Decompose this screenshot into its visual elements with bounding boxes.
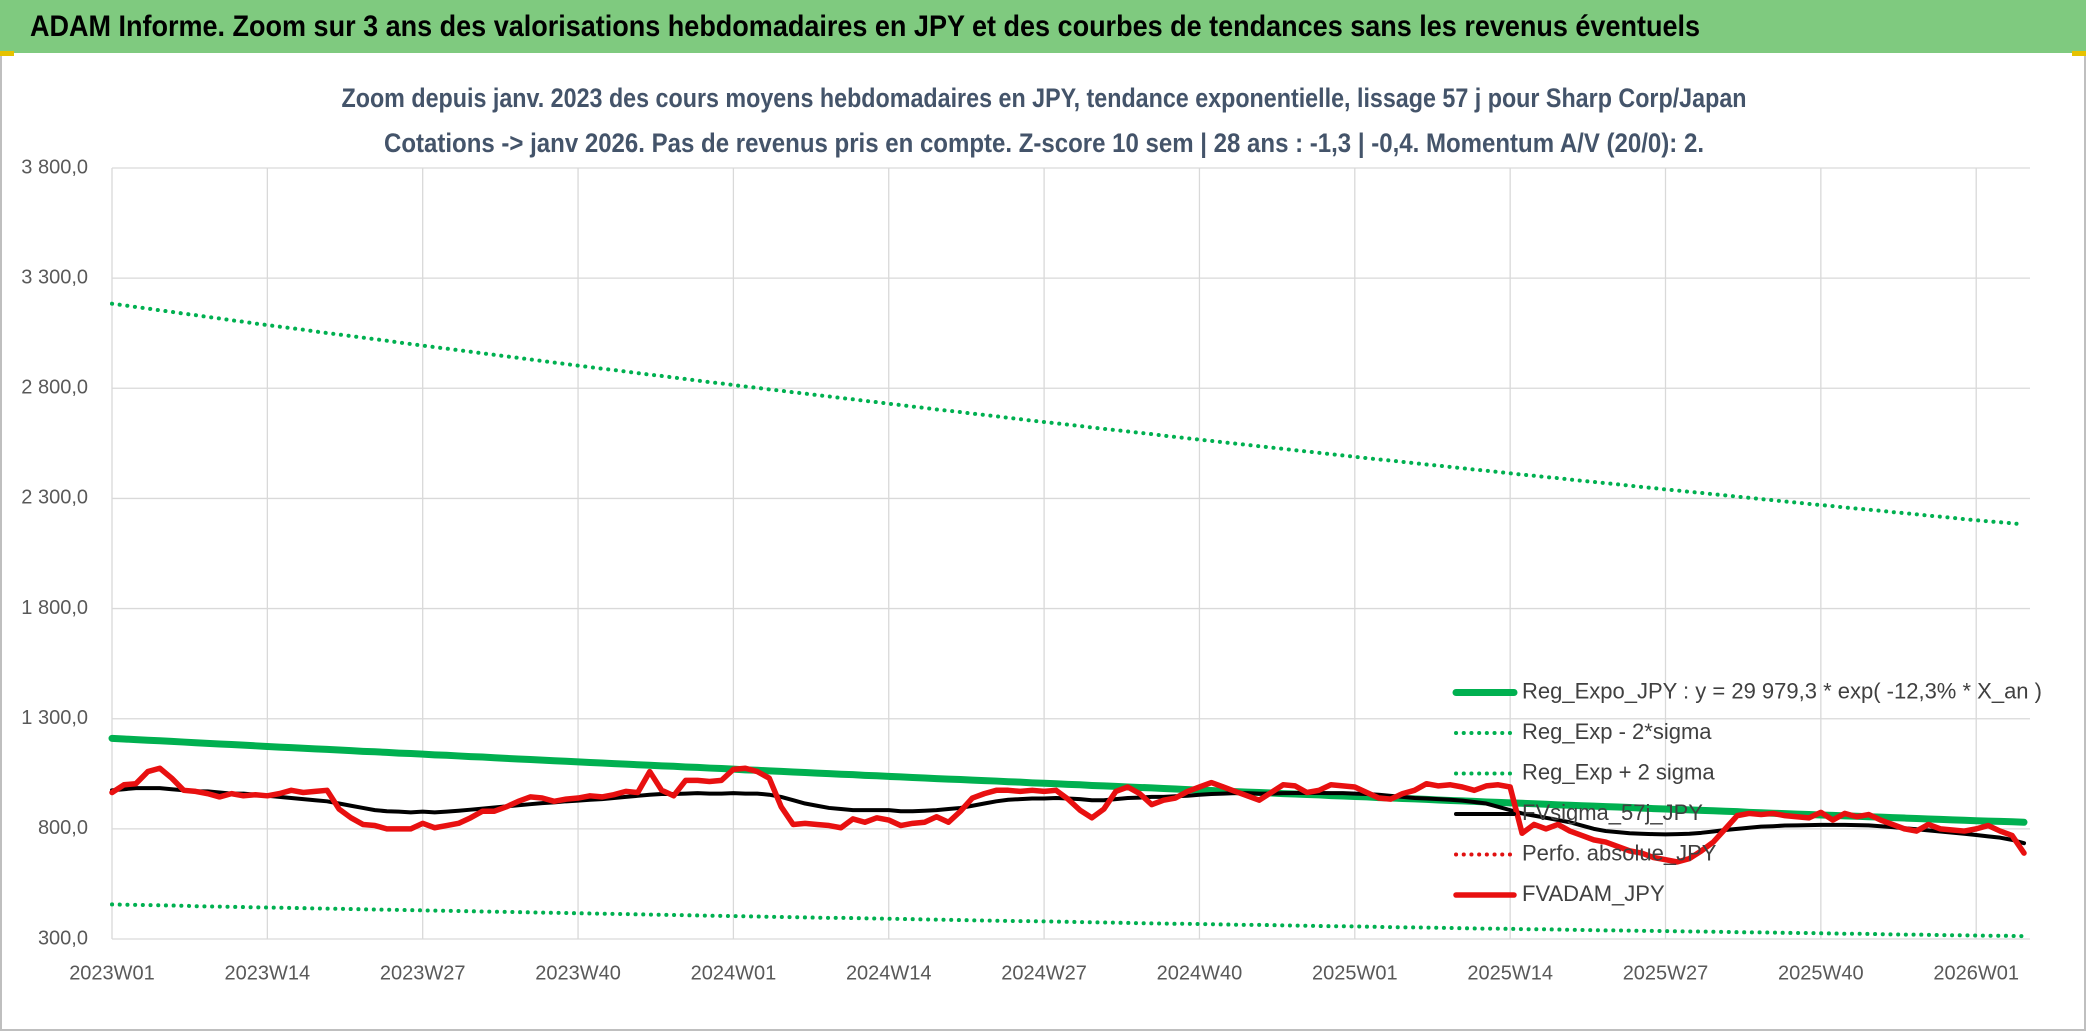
plot-lines bbox=[108, 301, 2028, 939]
corner-accent bbox=[0, 51, 14, 56]
legend-label: Reg_Exp - 2*sigma bbox=[1522, 719, 1712, 744]
x-tick-label: 2024W40 bbox=[1157, 962, 1243, 984]
legend-label: FVsigma_57j_JPY bbox=[1522, 800, 1703, 825]
x-tick-label: 2023W40 bbox=[535, 962, 621, 984]
series-line bbox=[110, 902, 2026, 939]
legend-label: Perfo. absolue_JPY bbox=[1522, 840, 1717, 865]
x-tick-label: 2024W01 bbox=[691, 962, 777, 984]
y-tick-label: 1 300,0 bbox=[21, 707, 88, 729]
x-tick-label: 2026W01 bbox=[1933, 962, 2019, 984]
y-tick-label: 1 800,0 bbox=[21, 597, 88, 619]
y-tick-label: 3 300,0 bbox=[21, 266, 88, 288]
chart-subtitle: Cotations -> janv 2026. Pas de revenus p… bbox=[384, 128, 1704, 158]
y-tick-label: 800,0 bbox=[38, 817, 88, 839]
legend-label: Reg_Expo_JPY : y = 29 979,3 * exp( -12,3… bbox=[1522, 678, 2042, 703]
header-bar bbox=[0, 0, 2086, 53]
series-line bbox=[110, 301, 2026, 527]
legend-label: Reg_Exp + 2 sigma bbox=[1522, 759, 1715, 784]
x-tick-label: 2024W27 bbox=[1001, 962, 1087, 984]
corner-accent bbox=[2072, 51, 2086, 56]
y-tick-label: 2 800,0 bbox=[21, 377, 88, 399]
x-tick-label: 2025W01 bbox=[1312, 962, 1398, 984]
x-tick-label: 2023W27 bbox=[380, 962, 466, 984]
x-tick-label: 2023W01 bbox=[69, 962, 155, 984]
y-tick-label: 2 300,0 bbox=[21, 487, 88, 509]
x-tick-label: 2023W14 bbox=[225, 962, 311, 984]
y-tick-label: 300,0 bbox=[38, 927, 88, 949]
x-tick-label: 2025W40 bbox=[1778, 962, 1864, 984]
header-title: ADAM Informe. Zoom sur 3 ans des valoris… bbox=[30, 10, 1700, 43]
x-tick-label: 2025W14 bbox=[1467, 962, 1553, 984]
series-line bbox=[109, 765, 2027, 865]
x-tick-label: 2025W27 bbox=[1623, 962, 1709, 984]
legend: Reg_Expo_JPY : y = 29 979,3 * exp( -12,3… bbox=[1452, 678, 2042, 906]
y-tick-label: 3 800,0 bbox=[21, 156, 88, 178]
legend-label: FVADAM_JPY bbox=[1522, 881, 1665, 906]
x-tick-label: 2024W14 bbox=[846, 962, 932, 984]
series-line bbox=[108, 734, 2028, 826]
chart-title: Zoom depuis janv. 2023 des cours moyens … bbox=[342, 83, 1747, 113]
